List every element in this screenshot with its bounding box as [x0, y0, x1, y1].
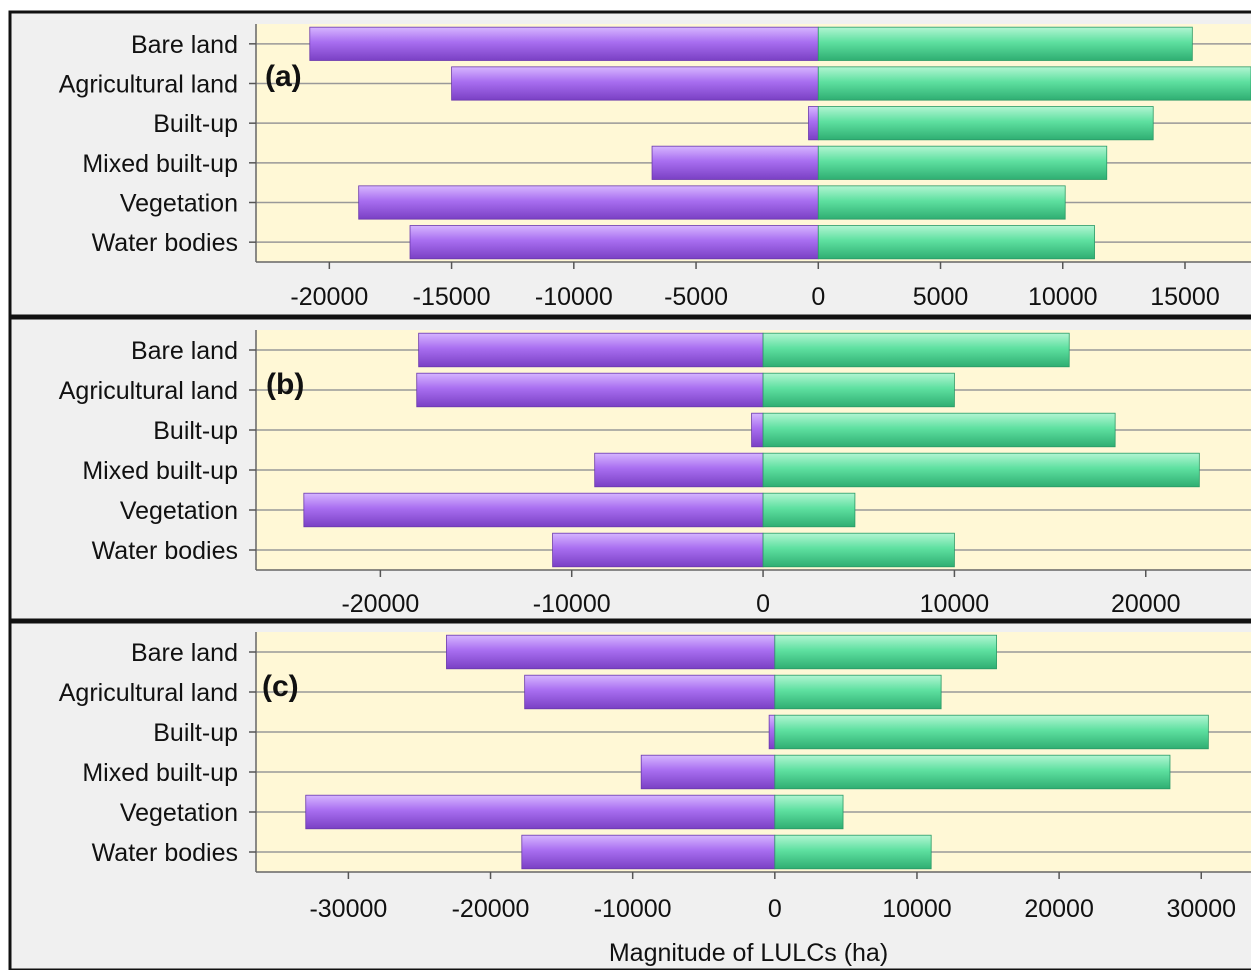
loss-bar-water-bodies [521, 834, 776, 870]
category-label: Water bodies [92, 537, 238, 565]
gain-bar-vegetation [774, 794, 844, 830]
category-label: Built-up [153, 417, 238, 445]
loss-bar-vegetation [358, 185, 819, 220]
x-tick-label: 10000 [1028, 283, 1098, 311]
x-tick-label: -10000 [594, 895, 672, 923]
x-tick-label: 20000 [1024, 895, 1094, 923]
gain-bar-mixed-built-up [774, 754, 1171, 790]
gain-bar-agricultural-land [774, 674, 942, 710]
x-tick-label: 10000 [920, 590, 990, 618]
gain-bar-built-up [817, 106, 1154, 141]
x-tick-label: 0 [756, 590, 770, 618]
gain-bar-bare-land [762, 332, 1070, 368]
gain-bar-built-up [774, 714, 1209, 750]
category-label: Bare land [131, 639, 238, 667]
category-label: Vegetation [120, 190, 238, 218]
gain-bar-water-bodies [817, 225, 1095, 260]
category-label: Built-up [153, 719, 238, 747]
loss-bar-bare-land [446, 634, 776, 670]
loss-bar-bare-land [309, 26, 819, 61]
chart-panel-2: Bare land Agricultural land Built-up Mixed … [8, 316, 1251, 622]
category-label: Mixed built-up [82, 150, 238, 178]
gain-bar-agricultural-land [762, 372, 955, 408]
x-tick-label: -20000 [452, 895, 530, 923]
loss-bar-mixed-built-up [594, 452, 764, 488]
loss-bar-agricultural-land [416, 372, 764, 408]
x-tick-label: -30000 [309, 895, 387, 923]
category-label: Bare land [131, 337, 238, 365]
x-axis-title: Magnitude of LULCs (ha) [609, 939, 888, 967]
category-label: Mixed built-up [82, 759, 238, 787]
x-tick-label: -10000 [533, 590, 611, 618]
category-label: Built-up [153, 110, 238, 138]
loss-bar-water-bodies [409, 225, 819, 260]
gain-bar-mixed-built-up [762, 452, 1200, 488]
x-tick-label: -5000 [664, 283, 728, 311]
x-tick-label: 10000 [882, 895, 952, 923]
gain-bar-bare-land [774, 634, 997, 670]
plot-area [256, 24, 1251, 262]
gain-bar-water-bodies [762, 532, 955, 568]
chart-panels: Bare land Agricultural land Built-up Mixed … [8, 10, 1251, 970]
category-label: Agricultural land [59, 71, 238, 99]
category-label: Agricultural land [59, 679, 238, 707]
gain-bar-vegetation [762, 492, 856, 528]
category-label: Agricultural land [59, 377, 238, 405]
x-tick-label: -20000 [341, 590, 419, 618]
panel-label: (c) [262, 670, 299, 703]
gain-bar-bare-land [817, 26, 1193, 61]
chart-panel-3: Bare land Agricultural land Built-up Mixed … [8, 620, 1251, 970]
loss-bar-agricultural-land [524, 674, 776, 710]
loss-bar-built-up [808, 106, 819, 141]
loss-bar-built-up [751, 412, 764, 448]
x-tick-label: -15000 [413, 283, 491, 311]
gain-bar-vegetation [817, 185, 1066, 220]
category-label: Water bodies [92, 229, 238, 257]
x-tick-label: -20000 [290, 283, 368, 311]
x-tick-label: 0 [811, 283, 825, 311]
panel-label: (b) [266, 368, 304, 401]
category-label: Mixed built-up [82, 457, 238, 485]
loss-bar-bare-land [418, 332, 764, 368]
panel-label: (a) [265, 60, 302, 93]
category-label: Vegetation [120, 497, 238, 525]
loss-bar-vegetation [305, 794, 776, 830]
loss-bar-mixed-built-up [651, 145, 819, 180]
category-label: Vegetation [120, 799, 238, 827]
plot-area [256, 330, 1251, 570]
gain-bar-mixed-built-up [817, 145, 1108, 180]
x-tick-label: 5000 [913, 283, 969, 311]
loss-bar-water-bodies [552, 532, 764, 568]
x-tick-label: 20000 [1111, 590, 1181, 618]
category-label: Water bodies [92, 839, 238, 867]
loss-bar-mixed-built-up [640, 754, 776, 790]
gain-bar-water-bodies [774, 834, 932, 870]
loss-bar-vegetation [303, 492, 764, 528]
x-tick-label: -10000 [535, 283, 613, 311]
category-label: Bare land [131, 31, 238, 59]
chart-panel-1: Bare land Agricultural land Built-up Mixed … [8, 10, 1251, 318]
gain-bar-built-up [762, 412, 1116, 448]
plot-area [256, 632, 1251, 872]
gain-bar-agricultural-land [817, 66, 1251, 101]
loss-bar-built-up [768, 714, 776, 750]
x-tick-label: 30000 [1166, 895, 1236, 923]
loss-bar-agricultural-land [451, 66, 819, 101]
x-tick-label: 15000 [1150, 283, 1220, 311]
x-tick-label: 0 [768, 895, 782, 923]
